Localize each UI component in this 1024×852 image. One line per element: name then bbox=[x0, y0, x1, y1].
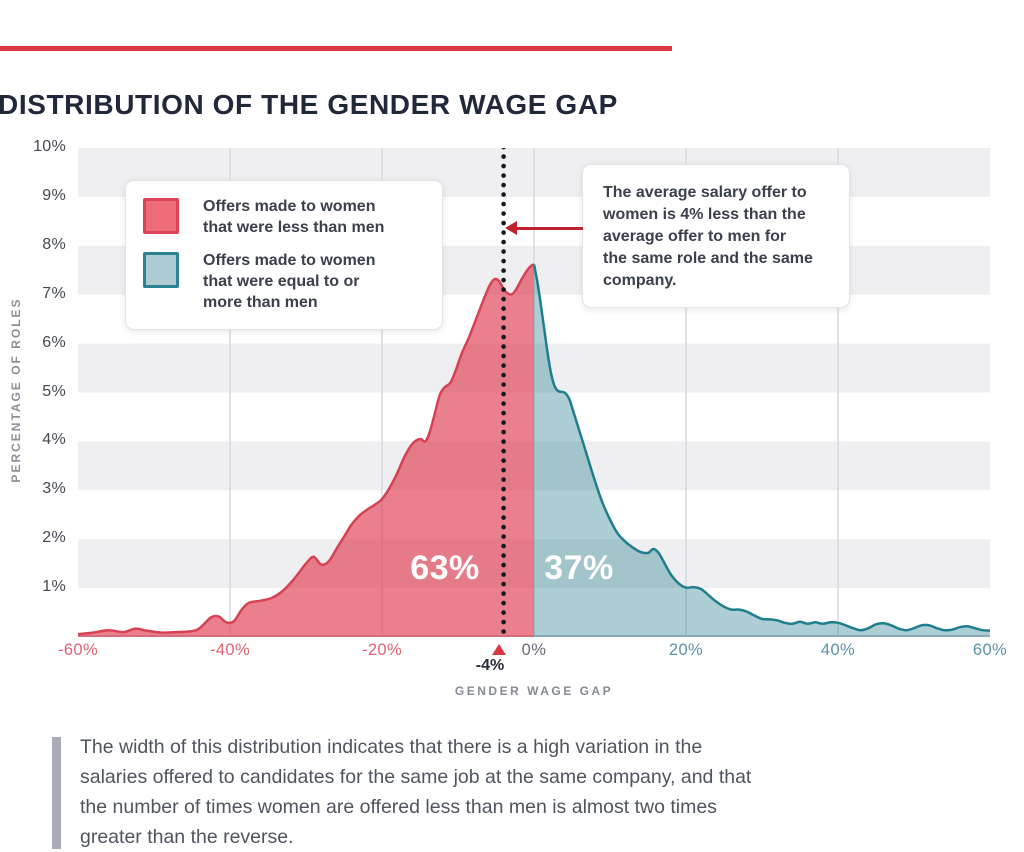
x-tick-label: 40% bbox=[820, 641, 856, 659]
x-tick-label: -40% bbox=[209, 641, 251, 659]
mean-marker-triangle-icon bbox=[492, 644, 506, 655]
x-tick-label: -20% bbox=[361, 641, 403, 659]
callout-line: average offer to men for bbox=[603, 228, 787, 245]
x-tick-label: -60% bbox=[57, 641, 99, 659]
series-fill-1 bbox=[534, 264, 990, 637]
callout-line: women is 4% less than the bbox=[603, 206, 806, 223]
x-axis-title: GENDER WAGE GAP bbox=[454, 684, 614, 698]
legend-label-line: more than men bbox=[203, 294, 318, 311]
legend-item-women-less: Offers made to women that were less than… bbox=[143, 196, 428, 238]
series-outline-0 bbox=[78, 263, 535, 636]
legend-label-line: that were less than men bbox=[203, 219, 385, 236]
callout-line: the same role and the same bbox=[603, 250, 813, 267]
footnote-line: The width of this distribution indicates… bbox=[80, 736, 703, 758]
page-title: DISTRIBUTION OF THE GENDER WAGE GAP bbox=[0, 88, 618, 120]
y-tick-label: 2% bbox=[42, 529, 66, 547]
header-accent-rule bbox=[0, 46, 672, 51]
y-tick-label: 6% bbox=[42, 333, 66, 351]
y-axis-tick-labels: 10% 9% 8% 7% 6% 5% 4% 3% 2% 1% bbox=[0, 138, 66, 637]
y-tick-label: 5% bbox=[42, 382, 66, 400]
legend-label-line: that were equal to or bbox=[203, 273, 360, 290]
y-tick-label: 4% bbox=[42, 431, 66, 449]
legend-swatch-teal-icon bbox=[143, 252, 179, 288]
mean-marker-label: -4% bbox=[475, 657, 505, 674]
share-label-women-less: 63% bbox=[410, 549, 480, 587]
y-tick-label: 1% bbox=[42, 578, 66, 596]
y-tick-label: 3% bbox=[42, 480, 66, 498]
callout-line: The average salary offer to bbox=[603, 184, 807, 201]
y-tick-label: 7% bbox=[42, 284, 66, 302]
average-gap-callout: The average salary offer to women is 4% … bbox=[582, 164, 850, 308]
share-label-women-equal-or-more: 37% bbox=[544, 549, 614, 587]
footnote-line: salaries offered to candidates for the s… bbox=[80, 766, 752, 788]
footnote-text: The width of this distribution indicates… bbox=[80, 732, 980, 852]
legend-item-label: Offers made to women that were equal to … bbox=[203, 250, 375, 313]
x-tick-label: 60% bbox=[972, 641, 1008, 659]
x-tick-label: 20% bbox=[668, 641, 704, 659]
x-axis-tick-labels: -60% -40% -20% 0% 20% 40% 60% bbox=[58, 641, 1007, 663]
footnote-line: greater than the reverse. bbox=[80, 826, 294, 848]
legend-item-label: Offers made to women that were less than… bbox=[203, 196, 384, 238]
footnote-line: the number of times women are offered le… bbox=[80, 796, 717, 818]
legend-item-women-equal-or-more: Offers made to women that were equal to … bbox=[143, 250, 428, 313]
y-tick-label: 8% bbox=[42, 235, 66, 253]
callout-arrow-left-icon bbox=[505, 221, 517, 235]
y-tick-label: 10% bbox=[33, 138, 66, 155]
legend-label-line: Offers made to women bbox=[203, 252, 376, 269]
series-fill-0 bbox=[78, 264, 534, 637]
footnote-quote-bar bbox=[52, 737, 61, 849]
callout-line: company. bbox=[603, 272, 677, 289]
y-tick-label: 9% bbox=[42, 186, 66, 204]
callout-arrow-line bbox=[514, 227, 583, 230]
x-tick-label: 0% bbox=[521, 641, 547, 659]
legend-swatch-red-icon bbox=[143, 198, 179, 234]
legend: Offers made to women that were less than… bbox=[125, 180, 443, 330]
series-outline-1 bbox=[532, 264, 990, 632]
legend-label-line: Offers made to women bbox=[203, 198, 376, 215]
